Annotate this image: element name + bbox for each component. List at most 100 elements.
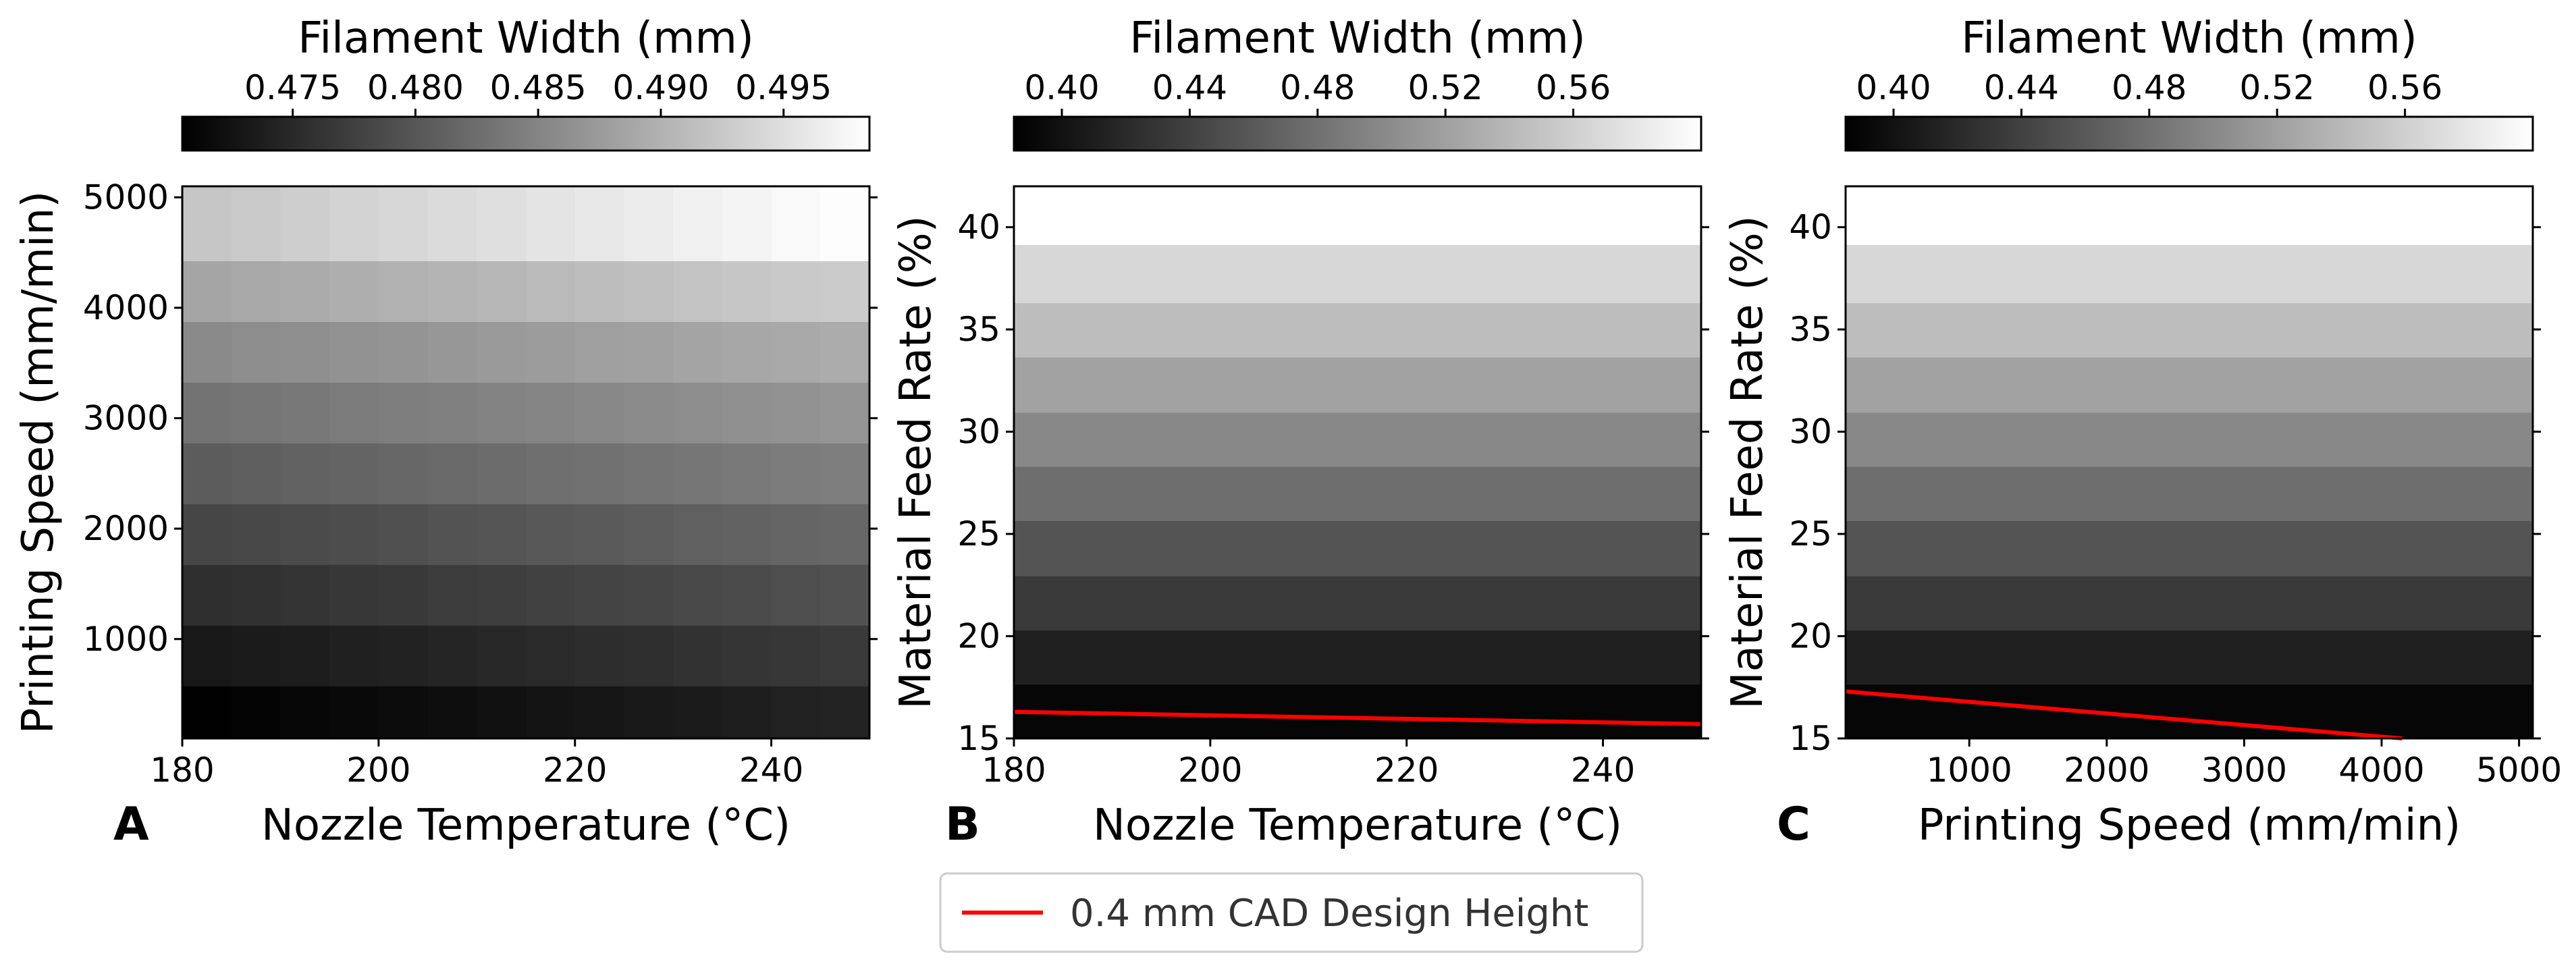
- heatmap-cell: [1846, 412, 2533, 467]
- colorbar-tick-label: 0.40: [1024, 68, 1099, 107]
- heatmap-cell: [477, 686, 527, 739]
- colorbar-tick-label: 0.480: [367, 68, 464, 107]
- heatmap-cell: [427, 504, 477, 565]
- heatmap-cell: [722, 321, 772, 383]
- panel-c: Filament Width (mm) 0.40 0.44 0.48 0.52 0.56 1…: [1723, 13, 2562, 851]
- heatmap-cell: [280, 564, 330, 626]
- heatmap-cell: [820, 321, 870, 383]
- heatmap-cell: [477, 382, 527, 443]
- heatmap-cell: [624, 321, 674, 383]
- colorbar-tick-label: 0.485: [490, 68, 587, 107]
- heatmap-cell: [477, 186, 527, 262]
- colorbar-tick-label: 0.495: [735, 68, 832, 107]
- heatmap-cell: [1846, 302, 2533, 358]
- y-tick-label: 1000: [83, 620, 169, 659]
- heatmap-cell: [771, 321, 821, 383]
- heatmap-cell: [280, 261, 330, 323]
- heatmap-cell: [231, 686, 281, 739]
- heatmap-cell: [427, 261, 477, 323]
- heatmap-cell: [477, 443, 527, 504]
- heatmap-cell: [280, 625, 330, 686]
- heatmap-cell: [280, 443, 330, 504]
- colorbar-tick-label: 0.56: [1536, 68, 1611, 107]
- heatmap-cell: [427, 443, 477, 504]
- heatmap-cell: [280, 382, 330, 443]
- heatmap-cell: [231, 382, 281, 443]
- x-tick-label: 200: [346, 751, 410, 790]
- colorbar-tick-label: 0.40: [1856, 68, 1931, 107]
- heatmap-cell: [231, 186, 281, 262]
- heatmap-cell: [820, 443, 870, 504]
- y-tick-label: 15: [957, 719, 1000, 758]
- heatmap-cell: [477, 504, 527, 565]
- heatmap-cell: [1846, 520, 2533, 576]
- x-tick-label: 4000: [2338, 751, 2424, 790]
- panel-letter: A: [113, 798, 149, 851]
- y-tick-label: 25: [1789, 514, 1832, 553]
- heatmap-cell: [624, 382, 674, 443]
- heatmap-cell: [526, 382, 576, 443]
- x-axis-label: Nozzle Temperature (°C): [261, 801, 790, 850]
- y-tick-label: 15: [1789, 719, 1832, 758]
- x-tick-label: 1000: [1927, 751, 2012, 790]
- y-tick-label: 35: [1789, 310, 1832, 349]
- heatmap-cell: [329, 686, 379, 739]
- heatmap-cell: [820, 186, 870, 262]
- y-tick-label: 20: [1789, 617, 1832, 656]
- panel-b: Filament Width (mm) 0.40 0.44 0.48 0.52 0.56 1…: [891, 13, 1709, 851]
- legend: 0.4 mm CAD Design Height: [939, 872, 1644, 953]
- colorbar: [1013, 115, 1702, 152]
- heatmap-cell: [378, 686, 429, 739]
- heatmap-cell: [673, 443, 723, 504]
- heatmap-cell: [673, 564, 723, 626]
- heatmap-cell: [820, 625, 870, 686]
- heatmap-cell: [1846, 244, 2533, 304]
- heatmap-cell: [231, 261, 281, 323]
- heatmap-cell: [329, 504, 379, 565]
- heatmap-cell: [427, 186, 477, 262]
- heatmap-cell: [574, 625, 625, 686]
- heatmap-cell: [231, 443, 281, 504]
- heatmap-cell: [1846, 576, 2533, 631]
- x-tick-label: 200: [1178, 751, 1242, 790]
- heatmap-cell: [1014, 302, 1701, 358]
- heatmap-cells: [182, 186, 870, 739]
- panel-letter: C: [1777, 798, 1810, 851]
- x-tick-label: 240: [739, 751, 803, 790]
- heatmap-cell: [182, 686, 232, 739]
- heatmap-cell: [624, 686, 674, 739]
- heatmap-cell: [624, 261, 674, 323]
- heatmap-cell: [1014, 244, 1701, 304]
- heatmap-cell: [526, 504, 576, 565]
- panel-letter: B: [945, 798, 980, 851]
- heatmap-cell: [1846, 630, 2533, 685]
- heatmap-cell: [722, 186, 772, 262]
- heatmap-cell: [1846, 684, 2533, 739]
- heatmap-cell: [574, 382, 625, 443]
- heatmap-cell: [182, 321, 232, 383]
- heatmap-cell: [329, 261, 379, 323]
- heatmap-cell: [280, 321, 330, 383]
- x-axis-label: Nozzle Temperature (°C): [1093, 801, 1622, 850]
- heatmap-cell: [722, 625, 772, 686]
- heatmap-cell: [526, 321, 576, 383]
- legend-label: 0.4 mm CAD Design Height: [1070, 892, 1588, 936]
- heatmap-cell: [329, 321, 379, 383]
- heatmap-cell: [1014, 630, 1701, 685]
- heatmap-cell: [771, 382, 821, 443]
- heatmap-cell: [526, 186, 576, 262]
- heatmap-cell: [1846, 356, 2533, 413]
- heatmap-cell: [378, 625, 429, 686]
- heatmap-cell: [574, 443, 625, 504]
- heatmap-cell: [1014, 466, 1701, 521]
- colorbar-tick-label: 0.56: [2367, 68, 2442, 107]
- heatmap-cell: [427, 686, 477, 739]
- colorbar-tick-label: 0.44: [1984, 68, 2059, 107]
- colorbar-tick-label: 0.44: [1152, 68, 1227, 107]
- colorbar: [1844, 115, 2534, 152]
- heatmap-cell: [820, 382, 870, 443]
- heatmap-cell: [673, 504, 723, 565]
- heatmap-cell: [673, 686, 723, 739]
- heatmap-cell: [1846, 186, 2533, 245]
